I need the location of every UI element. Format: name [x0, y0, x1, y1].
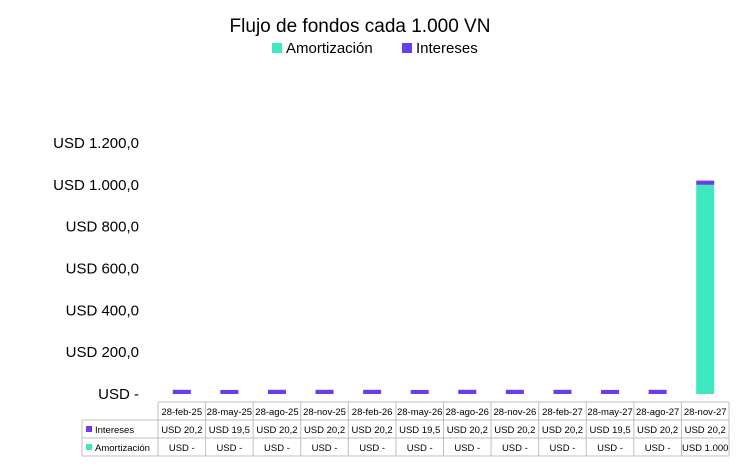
table-cell: USD -: [359, 443, 385, 454]
table-cell: USD 20,2: [352, 425, 393, 436]
bar-intereses: [553, 389, 572, 394]
table-cell: USD 20,2: [447, 425, 488, 436]
bar-intereses: [696, 180, 715, 185]
table-cell: USD 20,2: [161, 425, 202, 436]
y-tick-label: USD 1.200,0: [53, 135, 139, 152]
table-cell: USD 20,2: [494, 425, 535, 436]
table-cell: USD 19,5: [209, 425, 250, 436]
y-tick-label: USD 400,0: [66, 302, 139, 319]
table-header-cell: 28-nov-25: [303, 407, 346, 418]
table-cell: USD -: [550, 443, 576, 454]
table-header-cell: 28-feb-27: [542, 407, 583, 418]
bar-intereses: [458, 389, 477, 394]
table-header-cell: 28-ago-26: [446, 407, 489, 418]
bar-intereses: [601, 389, 620, 394]
table-cell: USD -: [597, 443, 623, 454]
bar-intereses: [172, 389, 191, 394]
table-cell: USD 20,2: [637, 425, 678, 436]
table-row-label: Intereses: [95, 425, 134, 436]
table-cell: USD 19,5: [399, 425, 440, 436]
table-cell: USD 1.000: [682, 443, 728, 454]
table-cell: USD 20,2: [256, 425, 297, 436]
legend-swatch-2: [402, 43, 412, 53]
table-cell: USD 20,2: [542, 425, 583, 436]
table-cell: USD -: [407, 443, 433, 454]
table-header-cell: 28-feb-26: [352, 407, 393, 418]
table-row-label: Amortización: [95, 443, 150, 454]
legend-swatch-1: [272, 43, 282, 53]
table-header-cell: 28-may-27: [587, 407, 632, 418]
table-cell: USD -: [645, 443, 671, 454]
table-cell: USD -: [312, 443, 338, 454]
bar-intereses: [410, 389, 429, 394]
table-cell: USD 20,2: [685, 425, 726, 436]
table-cell: USD -: [216, 443, 242, 454]
table-row-swatch: [86, 444, 92, 450]
bar-intereses: [315, 389, 334, 394]
y-tick-label: USD 200,0: [66, 344, 139, 361]
table-cell: USD 20,2: [304, 425, 345, 436]
table-header-cell: 28-feb-25: [161, 407, 202, 418]
table-header-cell: 28-ago-25: [255, 407, 298, 418]
table-header-cell: 28-ago-27: [636, 407, 679, 418]
bar-intereses: [648, 389, 667, 394]
table-row-swatch: [86, 426, 92, 432]
chart-title: Flujo de fondos cada 1.000 VN: [230, 16, 491, 37]
y-tick-label: USD 800,0: [66, 219, 139, 236]
legend-label-1: Amortización: [286, 40, 373, 57]
y-tick-label: USD 600,0: [66, 261, 139, 278]
y-tick-label: USD 1.000,0: [53, 177, 139, 194]
table-header-cell: 28-may-26: [397, 407, 442, 418]
bar-intereses: [220, 389, 239, 394]
legend-label-2: Intereses: [416, 40, 478, 57]
table-cell: USD -: [454, 443, 480, 454]
bar-intereses: [267, 389, 286, 394]
table-cell: USD -: [502, 443, 528, 454]
table-header-cell: 28-nov-27: [684, 407, 727, 418]
bar-intereses: [505, 389, 524, 394]
bar-intereses: [363, 389, 382, 394]
table-cell: USD -: [264, 443, 290, 454]
table-cell: USD 19,5: [589, 425, 630, 436]
table-header-cell: 28-may-25: [207, 407, 252, 418]
table-cell: USD -: [169, 443, 195, 454]
bar-amortizacion: [696, 184, 715, 394]
y-tick-label: USD -: [98, 386, 139, 403]
table-header-cell: 28-nov-26: [493, 407, 536, 418]
